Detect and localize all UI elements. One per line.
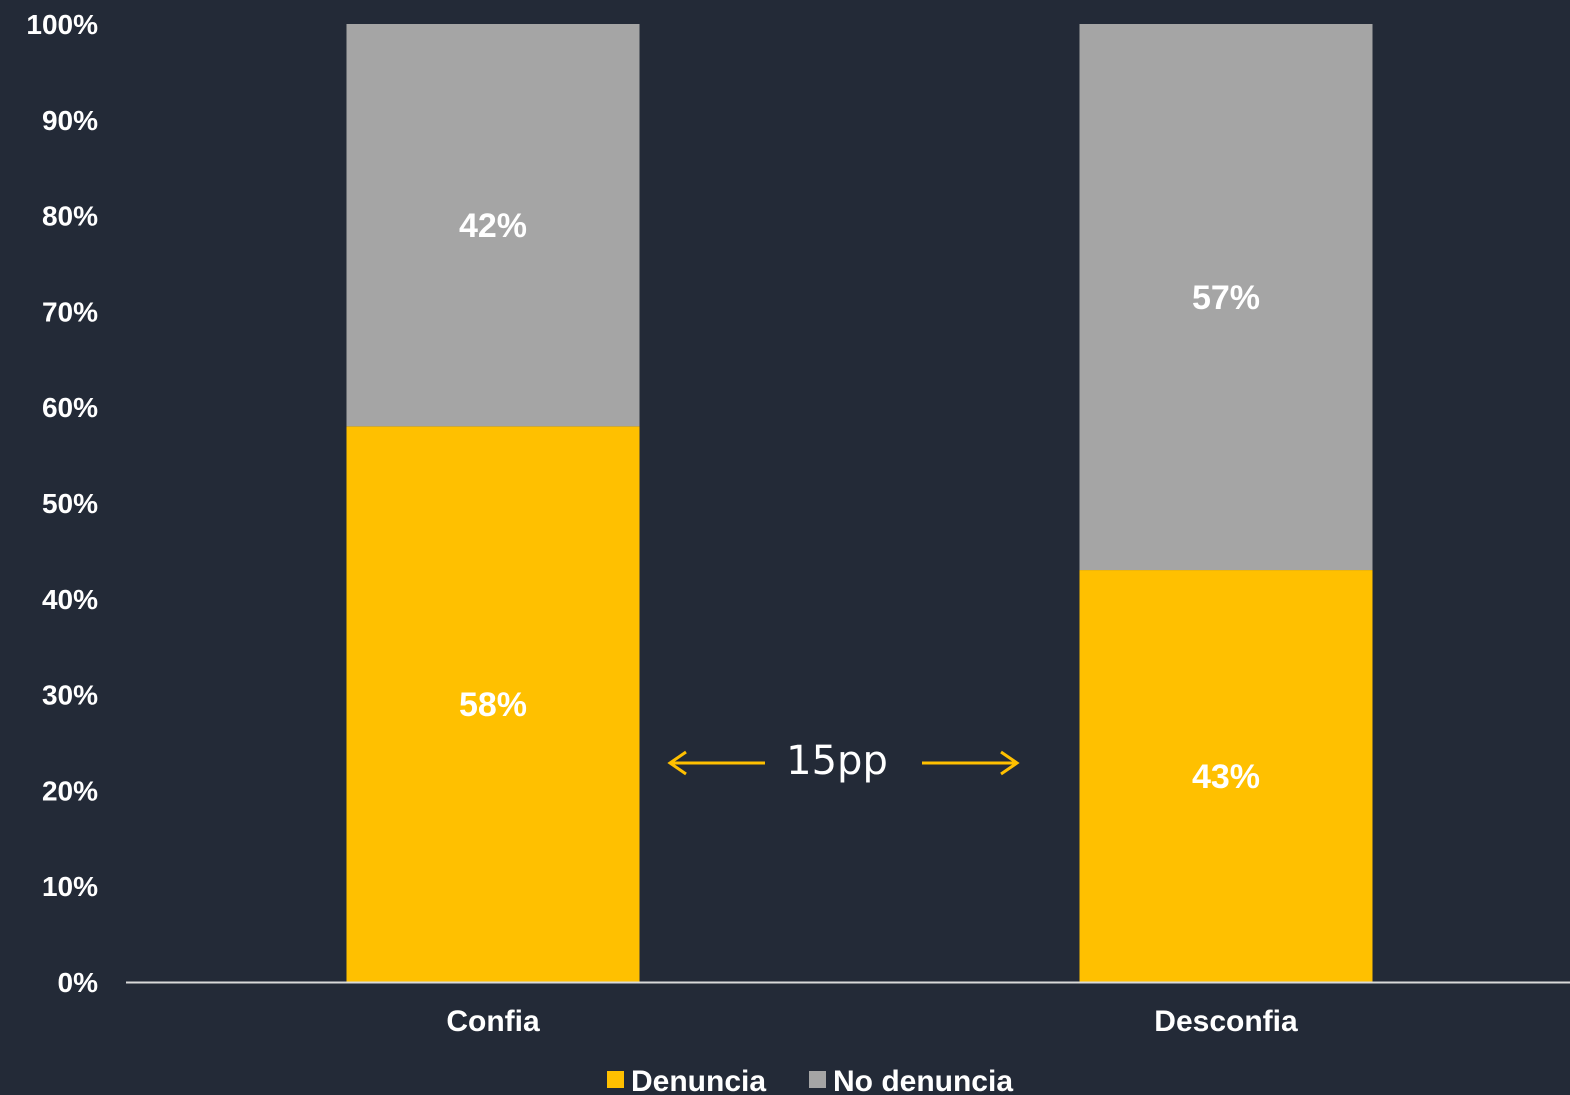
- difference-annotation: 15pp: [667, 738, 1020, 784]
- data-label: 57%: [1192, 279, 1260, 317]
- bar-denuncia-desconfia: [1079, 570, 1373, 982]
- y-tick-label: 60%: [42, 392, 98, 423]
- y-tick-label: 30%: [42, 680, 98, 711]
- y-tick-label: 0%: [58, 967, 99, 998]
- bar-no-denuncia-desconfia: [1079, 24, 1373, 571]
- data-label: 43%: [1192, 758, 1260, 796]
- legend-label: No denuncia: [833, 1065, 1013, 1095]
- data-label: 42%: [459, 207, 527, 245]
- y-tick-label: 40%: [42, 584, 98, 615]
- x-axis-category-labels: Confia Desconfia: [446, 1005, 1298, 1038]
- x-category-label: Desconfia: [1154, 1005, 1298, 1038]
- legend-swatch-icon: [809, 1071, 826, 1088]
- difference-label: 15pp: [786, 738, 888, 784]
- legend-swatch-icon: [607, 1071, 624, 1088]
- y-tick-label: 20%: [42, 775, 98, 806]
- legend: Denuncia No denuncia: [607, 1065, 1013, 1095]
- y-tick-label: 50%: [42, 488, 98, 519]
- bar-denuncia-confia: [346, 426, 640, 982]
- legend-label: Denuncia: [631, 1065, 766, 1095]
- left-arrow-icon: [667, 750, 765, 776]
- data-label: 58%: [459, 686, 527, 724]
- y-tick-label: 10%: [42, 871, 98, 902]
- bar-no-denuncia-confia: [346, 24, 640, 427]
- y-tick-label: 70%: [42, 296, 98, 327]
- x-category-label: Confia: [446, 1005, 540, 1038]
- right-arrow-icon: [922, 750, 1020, 776]
- data-label-group: 58% 42% 43% 57%: [459, 207, 1260, 796]
- y-tick-label: 80%: [42, 201, 98, 232]
- y-tick-label: 100%: [26, 9, 98, 40]
- bar-group: [346, 24, 1373, 982]
- y-tick-label: 90%: [42, 105, 98, 136]
- y-axis-tick-labels: 0% 10% 20% 30% 40% 50% 60% 70% 80% 90% 100%: [26, 9, 98, 998]
